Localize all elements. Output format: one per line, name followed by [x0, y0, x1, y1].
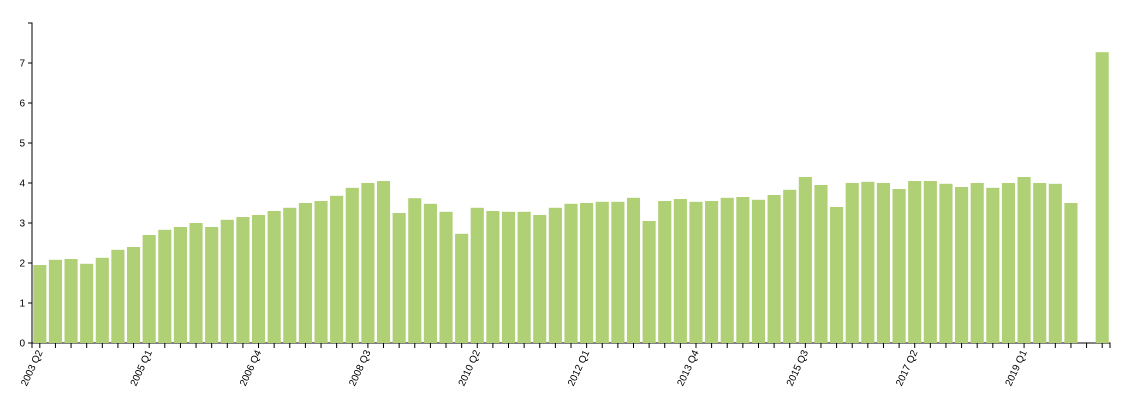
bar — [376, 181, 391, 343]
bar — [267, 211, 281, 343]
y-tick-label: 2 — [19, 259, 25, 270]
bar — [392, 213, 406, 343]
bar — [361, 183, 375, 343]
y-tick-label: 3 — [19, 219, 25, 230]
bar — [423, 203, 437, 343]
bar — [548, 207, 562, 343]
bar — [455, 233, 469, 343]
bar — [470, 207, 484, 343]
bar — [626, 197, 641, 343]
bar — [595, 201, 609, 343]
bar — [533, 215, 547, 343]
bar — [845, 183, 859, 343]
y-tick-label: 7 — [19, 59, 25, 70]
bar — [673, 199, 687, 343]
bar — [814, 185, 828, 343]
bar — [439, 211, 453, 343]
x-tick-label: 2017 Q2 — [894, 348, 920, 388]
bar — [158, 229, 172, 343]
bar — [298, 203, 312, 343]
bar — [205, 227, 219, 343]
bar — [580, 203, 594, 343]
y-axis — [28, 22, 33, 343]
bar — [33, 265, 47, 343]
bar — [64, 259, 78, 343]
bar — [798, 177, 812, 343]
bar — [611, 201, 625, 343]
x-tick-label: 2015 Q3 — [785, 348, 811, 388]
bar — [970, 183, 984, 343]
bar — [908, 181, 922, 343]
bar — [314, 201, 328, 343]
y-tick-label: 1 — [19, 299, 25, 310]
bar — [220, 219, 234, 343]
bar — [642, 221, 656, 343]
bar — [1017, 177, 1031, 343]
bar — [126, 247, 141, 343]
bar — [142, 235, 156, 343]
bar — [1064, 203, 1078, 343]
bar — [95, 257, 109, 343]
x-tick-label: 2005 Q1 — [129, 348, 155, 388]
y-tick-label: 0 — [19, 339, 25, 350]
bar — [189, 223, 203, 343]
bar — [1001, 183, 1016, 343]
bar — [345, 187, 359, 343]
bar — [111, 249, 125, 343]
bar — [173, 227, 187, 343]
bar — [892, 189, 906, 343]
bar — [658, 201, 672, 343]
bar — [408, 198, 422, 343]
bar — [861, 181, 875, 343]
bar — [751, 199, 766, 343]
bar — [767, 195, 781, 343]
x-tick-label: 2008 Q3 — [347, 348, 373, 388]
bar — [486, 211, 500, 343]
bar — [1095, 52, 1109, 343]
x-tick-label: 2006 Q4 — [238, 348, 264, 388]
bar — [80, 263, 94, 343]
bar — [517, 211, 531, 343]
x-tick-label: 2010 Q2 — [457, 348, 483, 388]
bar — [501, 211, 516, 343]
bar — [986, 187, 1000, 343]
bar — [1048, 183, 1062, 343]
bar — [236, 217, 250, 343]
bar — [564, 203, 578, 343]
bar — [689, 201, 703, 343]
y-tick-label: 6 — [19, 99, 25, 110]
bar — [923, 181, 937, 343]
bar — [830, 207, 844, 343]
bar — [48, 259, 62, 343]
bar — [283, 207, 297, 343]
bar — [705, 201, 719, 343]
y-tick-label: 5 — [19, 139, 25, 150]
x-tick-label: 2013 Q4 — [676, 348, 702, 388]
bar — [783, 189, 797, 343]
bar — [876, 183, 891, 343]
bar — [939, 183, 953, 343]
bar — [720, 197, 734, 343]
bar — [955, 187, 969, 343]
bar — [330, 195, 344, 343]
x-tick-label: 2003 Q2 — [19, 348, 45, 388]
bar — [1033, 183, 1047, 343]
x-tick-label: 2012 Q1 — [566, 348, 592, 388]
y-tick-label: 4 — [19, 179, 25, 190]
bar — [251, 215, 266, 343]
bar — [736, 197, 750, 343]
x-tick-label: 2019 Q1 — [1004, 348, 1030, 388]
